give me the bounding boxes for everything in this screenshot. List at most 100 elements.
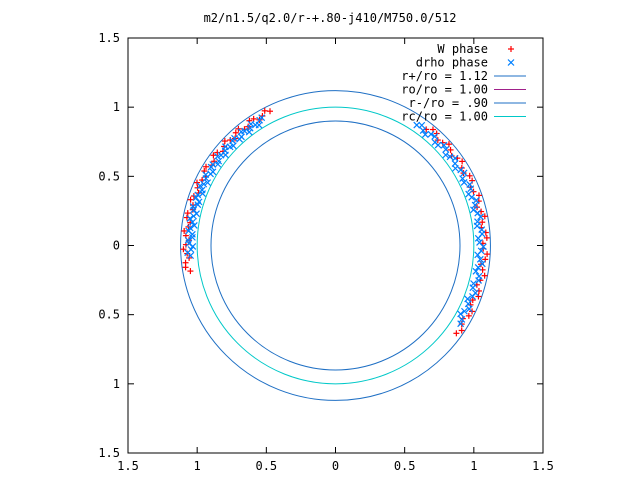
data-point <box>190 206 198 214</box>
data-point <box>232 129 239 136</box>
legend-label: rc/ro = 1.00 <box>401 110 488 124</box>
data-point <box>464 295 472 303</box>
data-point <box>467 185 475 193</box>
data-point <box>413 121 421 129</box>
data-point <box>483 234 490 241</box>
data-point <box>193 179 200 186</box>
data-point <box>433 130 440 137</box>
data-point <box>221 138 228 145</box>
data-point <box>481 272 488 279</box>
data-point <box>477 247 485 255</box>
data-point <box>465 312 472 319</box>
data-point <box>460 179 468 186</box>
data-point <box>261 107 268 114</box>
legend-label: ro/ro = 1.00 <box>401 83 488 97</box>
data-point <box>469 297 476 304</box>
data-point <box>267 108 274 115</box>
data-point <box>479 219 486 226</box>
data-point <box>451 160 459 168</box>
data-point <box>431 133 439 140</box>
data-point <box>459 175 466 183</box>
reference-circles <box>180 90 491 401</box>
data-point <box>189 233 196 241</box>
data-point <box>458 316 466 323</box>
y-tick-label: 0.5 <box>98 169 120 183</box>
data-point <box>194 201 202 209</box>
phase-points <box>180 107 491 337</box>
chart-title: m2/n1.5/q2.0/r-+.80-j410/M750.0/512 <box>204 11 457 25</box>
data-point <box>180 246 187 253</box>
data-point <box>478 260 486 268</box>
data-point <box>188 230 196 238</box>
y-tick-label: 1 <box>113 377 120 391</box>
legend-label: drho phase <box>416 56 488 70</box>
data-point <box>466 172 473 179</box>
legend-label: r+/ro = 1.12 <box>401 69 488 83</box>
data-point <box>442 151 450 159</box>
data-point <box>470 280 477 287</box>
data-point <box>187 252 195 260</box>
data-point <box>200 180 208 188</box>
data-point <box>447 146 454 153</box>
data-point <box>481 213 488 220</box>
data-point <box>214 160 222 168</box>
data-point <box>477 213 484 221</box>
data-point <box>484 251 491 258</box>
data-point <box>457 310 465 318</box>
data-point <box>476 239 483 246</box>
data-point <box>184 210 191 217</box>
data-point <box>419 127 427 134</box>
data-point <box>478 226 486 234</box>
x-tick-label: 1.5 <box>532 459 554 473</box>
data-point <box>466 181 474 188</box>
data-point <box>214 149 221 156</box>
data-point <box>457 166 465 174</box>
y-tick-label: 0 <box>113 239 120 253</box>
x-tick-label: 1 <box>470 459 477 473</box>
axis-ticks: 1.5 1 0.5 0 0.5 1 1.51.510.500.511.5 <box>98 31 554 473</box>
data-point <box>203 163 210 170</box>
data-point <box>186 215 194 222</box>
y-tick-label: 1.5 <box>98 446 120 460</box>
data-point <box>421 131 429 138</box>
x-tick-label: 0.5 <box>255 459 277 473</box>
data-point <box>470 206 477 214</box>
data-point <box>202 174 210 182</box>
data-point <box>458 327 465 334</box>
legend-marker <box>508 46 514 52</box>
data-point <box>199 190 207 197</box>
data-point <box>442 145 450 153</box>
data-point <box>472 196 480 204</box>
data-point <box>465 305 473 313</box>
data-point <box>474 209 482 217</box>
legend-marker <box>507 59 515 66</box>
circle-rc-ro <box>196 106 475 385</box>
data-point <box>465 190 473 198</box>
data-point <box>445 141 452 148</box>
data-point <box>418 121 426 129</box>
data-point <box>181 227 188 234</box>
data-point <box>189 218 196 226</box>
data-point <box>187 196 194 203</box>
circle-r-ro <box>180 90 491 401</box>
data-point <box>457 320 465 328</box>
data-point <box>459 158 466 165</box>
data-point <box>451 154 459 162</box>
data-point <box>476 255 484 263</box>
legend-label: r-/ro = .90 <box>409 96 488 110</box>
circle-r-ro <box>210 120 461 371</box>
x-tick-label: 1.5 <box>117 459 139 473</box>
data-point <box>182 264 189 271</box>
y-tick-label: 1 <box>113 100 120 114</box>
x-tick-label: 1 <box>194 459 201 473</box>
data-point <box>210 152 217 159</box>
data-point <box>471 289 479 297</box>
data-point <box>204 179 212 187</box>
data-point <box>190 212 198 220</box>
y-tick-label: 1.5 <box>98 31 120 45</box>
y-tick-label: 0.5 <box>98 308 120 322</box>
data-point <box>427 130 435 138</box>
data-point <box>187 268 194 275</box>
data-point <box>472 267 480 275</box>
